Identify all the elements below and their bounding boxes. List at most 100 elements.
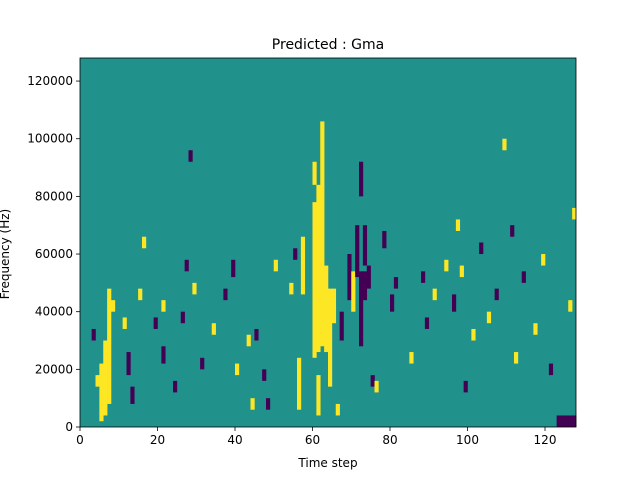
heatmap-cell <box>200 357 205 370</box>
heatmap-cell <box>382 230 387 249</box>
heatmap-cell <box>130 386 135 404</box>
heatmap-cell <box>521 271 526 283</box>
heatmap-cell <box>362 271 368 301</box>
heatmap-cell <box>347 254 352 301</box>
heatmap-cell <box>262 369 267 381</box>
heatmap-cell <box>254 328 259 341</box>
heatmap-cell <box>568 415 573 427</box>
heatmap-cell <box>103 340 108 416</box>
plot-frame <box>79 57 577 428</box>
x-tick-label: 120 <box>534 433 557 447</box>
heatmap-cell <box>541 254 546 266</box>
heatmap-cell <box>231 259 236 278</box>
heatmap-cell <box>246 334 251 347</box>
heatmap-cell <box>320 121 325 347</box>
heatmap-cell <box>289 282 294 295</box>
heatmap-cell <box>455 219 461 231</box>
heatmap-cell <box>421 271 426 283</box>
heatmap-cell <box>432 288 437 301</box>
heatmap-cells <box>80 58 577 427</box>
heatmap-cell <box>297 357 302 410</box>
heatmap-cell <box>153 317 158 329</box>
y-tick-label: 20000 <box>35 362 73 376</box>
heatmap-cell <box>126 352 131 376</box>
heatmap-cell <box>328 288 333 387</box>
heatmap-cell <box>463 380 468 393</box>
heatmap-cell <box>316 184 321 353</box>
heatmap-cell <box>180 311 185 324</box>
y-axis-label: Frequency (Hz) <box>0 209 12 300</box>
heatmap-cell <box>331 288 337 324</box>
x-tick-label: 20 <box>150 433 165 447</box>
x-tick-label: 60 <box>305 433 320 447</box>
heatmap-cell <box>486 311 492 324</box>
heatmap-cell <box>95 375 100 387</box>
heatmap-cell <box>556 415 561 427</box>
heatmap-cell <box>184 259 189 272</box>
heatmap-cell <box>188 150 193 162</box>
x-tick-label: 80 <box>382 433 397 447</box>
heatmap-cell <box>316 375 321 416</box>
heatmap-cell <box>359 161 364 197</box>
heatmap-cell <box>572 415 577 427</box>
y-tick-label: 40000 <box>35 305 73 319</box>
heatmap-cell <box>533 323 538 335</box>
heatmap-cell <box>359 271 364 347</box>
heatmap-cell <box>266 398 271 410</box>
heatmap-cell <box>390 294 395 312</box>
x-tick-label: 100 <box>456 433 479 447</box>
heatmap-cell <box>479 242 484 255</box>
heatmap-cell <box>312 161 317 185</box>
heatmap-cell <box>502 138 507 151</box>
heatmap-cell <box>366 265 371 289</box>
heatmap-cell <box>273 259 278 272</box>
heatmap-cell <box>173 380 178 393</box>
heatmap-cell <box>424 317 430 329</box>
heatmap-cell <box>452 294 457 312</box>
heatmap-cell <box>494 288 499 301</box>
heatmap-cell <box>111 300 116 312</box>
heatmap-cell <box>370 375 375 387</box>
chart-title: Predicted : Gma <box>272 37 384 53</box>
x-tick-label: 0 <box>76 433 84 447</box>
heatmap-cell <box>355 225 360 278</box>
heatmap-cell <box>444 259 449 272</box>
heatmap-cell <box>122 317 127 329</box>
heatmap-cell <box>568 300 573 312</box>
heatmap-cell <box>564 415 569 427</box>
x-axis-label: Time step <box>297 456 357 470</box>
heatmap-cell <box>142 236 147 249</box>
heatmap-cell <box>293 248 298 260</box>
heatmap-cell <box>409 352 414 364</box>
y-tick-label: 60000 <box>35 247 73 261</box>
heatmap-cell <box>161 300 166 312</box>
heatmap-cell <box>335 403 340 416</box>
heatmap-cell <box>192 282 197 295</box>
heatmap-cell <box>351 271 356 312</box>
y-tick-label: 80000 <box>35 189 73 203</box>
heatmap-cell <box>548 363 554 376</box>
heatmap-cell <box>560 415 565 427</box>
heatmap-cell <box>99 363 104 422</box>
heatmap-cell <box>459 265 464 278</box>
heatmap-cell <box>312 202 317 358</box>
x-tick-label: 40 <box>227 433 242 447</box>
y-tick-label: 0 <box>65 420 73 434</box>
heatmap-cell <box>572 207 577 220</box>
heatmap-cell <box>510 225 515 237</box>
heatmap-cell <box>211 323 216 335</box>
y-tick-label: 120000 <box>27 74 73 88</box>
heatmap-cell <box>250 398 255 410</box>
heatmap-cell <box>235 363 240 376</box>
axes: 0 20 40 60 80 100 120 0 20000 40000 60000 80000 1000… <box>27 57 577 447</box>
y-tick-label: 100000 <box>27 132 73 146</box>
heatmap-cell <box>471 328 476 341</box>
heatmap-cell <box>161 346 166 364</box>
heatmap-cell <box>362 225 368 266</box>
heatmap-cell <box>300 236 306 295</box>
heatmap-cell <box>514 352 519 364</box>
heatmap-cell <box>138 288 143 301</box>
heatmap-cell <box>223 288 228 301</box>
